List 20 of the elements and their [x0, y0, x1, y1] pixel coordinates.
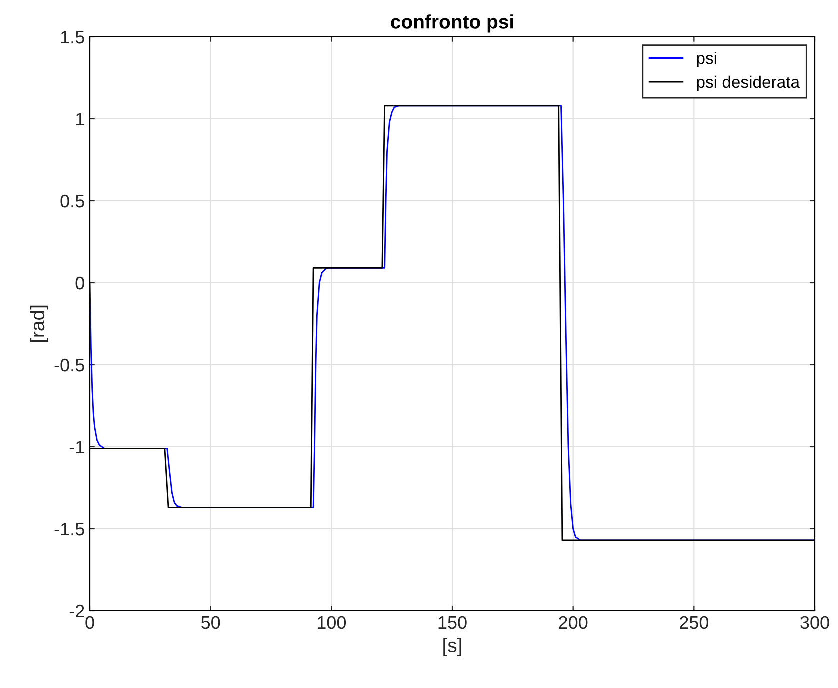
- legend-label: psi desiderata: [697, 76, 800, 92]
- x-tick-label: 250: [680, 616, 709, 630]
- y-tick-label: 1: [76, 113, 84, 126]
- y-axis-title: [rad]: [30, 306, 48, 342]
- y-tick-label: 1.5: [61, 31, 84, 44]
- x-tick-label: 300: [800, 616, 830, 630]
- legend-label: psi: [697, 52, 716, 68]
- y-tick-label: -0.5: [54, 358, 84, 372]
- x-tick-label: 200: [559, 616, 588, 630]
- x-axis-title: [s]: [444, 638, 462, 656]
- x-tick-label: 50: [202, 616, 220, 630]
- x-tick-label: 100: [318, 616, 346, 630]
- x-tick-label: 150: [438, 616, 467, 630]
- y-tick-label: -2: [70, 604, 84, 618]
- y-tick-label: -1.5: [54, 523, 84, 536]
- y-tick-label: 0: [76, 276, 84, 290]
- y-tick-label: 0.5: [60, 194, 84, 208]
- x-tick-label: 0: [86, 616, 94, 630]
- y-tick-label: -1: [70, 441, 84, 454]
- chart-title: confronto psi: [391, 14, 514, 33]
